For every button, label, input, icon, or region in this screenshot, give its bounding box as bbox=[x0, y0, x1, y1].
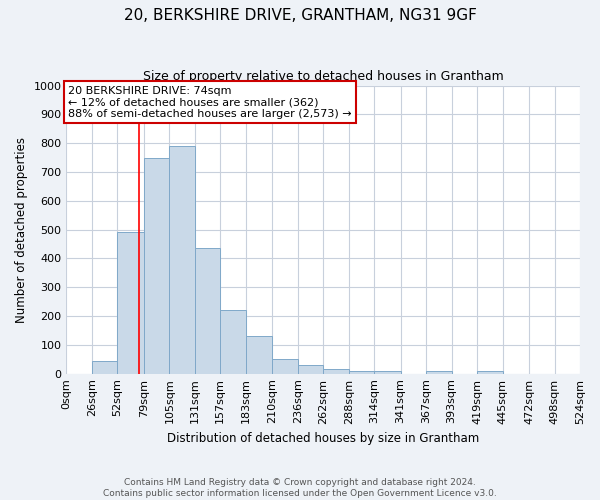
Title: Size of property relative to detached houses in Grantham: Size of property relative to detached ho… bbox=[143, 70, 503, 83]
Bar bbox=[169, 146, 195, 374]
X-axis label: Distribution of detached houses by size in Grantham: Distribution of detached houses by size … bbox=[167, 432, 479, 445]
Bar bbox=[118, 232, 144, 374]
Bar bbox=[144, 158, 169, 374]
Bar bbox=[426, 371, 452, 374]
Bar bbox=[323, 370, 349, 374]
Text: 20 BERKSHIRE DRIVE: 74sqm
← 12% of detached houses are smaller (362)
88% of semi: 20 BERKSHIRE DRIVE: 74sqm ← 12% of detac… bbox=[68, 86, 352, 119]
Bar bbox=[298, 365, 323, 374]
Bar bbox=[246, 336, 272, 374]
Y-axis label: Number of detached properties: Number of detached properties bbox=[15, 136, 28, 322]
Bar bbox=[220, 310, 246, 374]
Bar bbox=[477, 371, 503, 374]
Bar bbox=[374, 371, 401, 374]
Bar bbox=[272, 360, 298, 374]
Bar bbox=[349, 371, 374, 374]
Bar bbox=[195, 248, 220, 374]
Text: 20, BERKSHIRE DRIVE, GRANTHAM, NG31 9GF: 20, BERKSHIRE DRIVE, GRANTHAM, NG31 9GF bbox=[124, 8, 476, 22]
Bar bbox=[92, 360, 118, 374]
Text: Contains HM Land Registry data © Crown copyright and database right 2024.
Contai: Contains HM Land Registry data © Crown c… bbox=[103, 478, 497, 498]
